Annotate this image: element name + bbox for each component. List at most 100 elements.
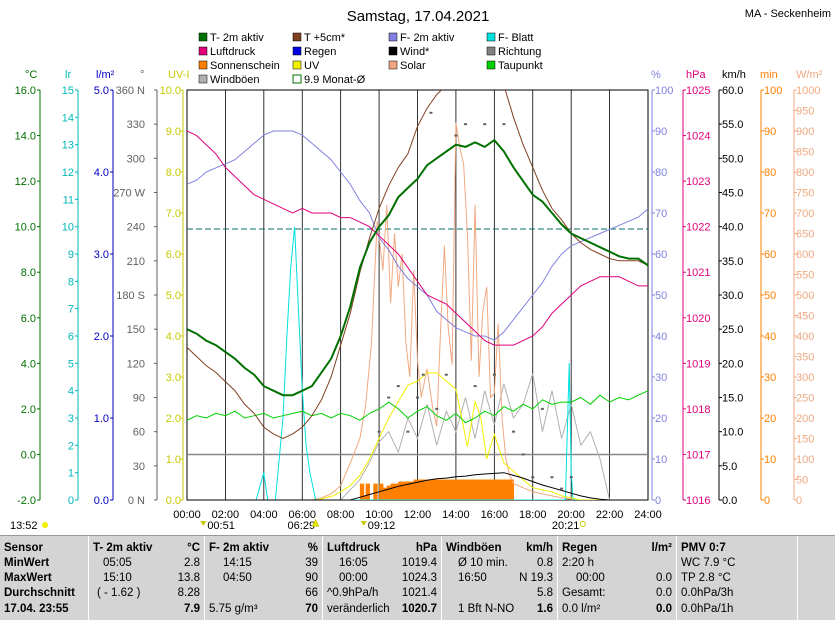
hum-tick-label: 40	[655, 331, 667, 343]
direction-point	[444, 373, 448, 376]
series-luftdruck	[187, 130, 648, 346]
direction-point	[540, 407, 544, 410]
direction-point	[560, 487, 564, 490]
sunshine-bar	[382, 487, 388, 500]
hum-tick-label: 10	[655, 454, 667, 466]
series-f-blatt	[187, 226, 648, 500]
wind-tick-label: 40.0	[722, 222, 743, 234]
hum-axis-unit: %	[651, 69, 661, 81]
press-tick-label: 1022	[686, 222, 710, 234]
solar-axis-unit: W/m²	[796, 69, 823, 81]
dir-tick-label: 360 N	[116, 85, 145, 97]
hum-tick-label: 90	[655, 126, 667, 138]
sunshine-bar	[405, 481, 411, 500]
sunshine-bar	[417, 479, 422, 500]
legend-swatch	[388, 60, 398, 70]
sunrise-icon	[311, 518, 320, 527]
wind-tick-label: 5.0	[722, 461, 737, 473]
rain-rate: 0.0 l/m²	[562, 603, 601, 615]
rain-current: 0.0	[656, 603, 672, 615]
f2m-abs: 5.75 g/m³	[209, 603, 258, 615]
col-press: Luftdruck hPa 16:05 1019.4 00:00 1024.3 ^0.…	[323, 536, 441, 620]
sunshine-bar	[421, 479, 426, 500]
wind-tick-label: 50.0	[722, 153, 743, 165]
min-tick-label: 80	[764, 167, 776, 179]
sunshine-bar	[498, 479, 503, 500]
dir-tick-label: 240	[127, 222, 145, 234]
solar-tick-label: 100	[796, 454, 814, 466]
wind-current: 1.6	[537, 603, 553, 615]
direction-point	[416, 396, 419, 399]
lr-tick-label: 5	[68, 358, 74, 370]
solar-tick-label: 250	[796, 393, 814, 405]
min-tick-label: 0	[764, 495, 770, 507]
legend-label: Luftdruck	[210, 46, 256, 58]
wind-max: N 19.3	[519, 572, 553, 584]
t2m-max: 13.8	[177, 572, 200, 584]
sunshine-bar	[475, 479, 480, 500]
dir-tick-label: 0 N	[128, 495, 145, 507]
hum-tick-label: 100	[655, 85, 673, 97]
label-max: MaxWert	[4, 572, 52, 584]
sunshine-bar	[455, 479, 461, 500]
min-axis-unit: min	[760, 69, 778, 81]
temp-axis-unit: °C	[25, 69, 37, 81]
x-tick-label: 16:00	[481, 509, 509, 521]
min-tick-label: 100	[764, 85, 782, 97]
direction-point	[421, 373, 425, 376]
direction-point	[512, 430, 516, 433]
solar-tick-label: 0	[796, 495, 802, 507]
press-max: 1024.3	[401, 572, 437, 584]
min-tick-label: 70	[764, 208, 776, 220]
sunshine-bar	[373, 483, 378, 500]
legend-label: Windböen	[210, 74, 260, 86]
x-tick-label: 04:00	[250, 509, 278, 521]
wind-tick-label: 30.0	[722, 290, 743, 302]
sunshine-bar	[390, 483, 395, 500]
rain-tick-label: 4.0	[94, 167, 109, 179]
wind-avg-label: Ø 10 min.	[458, 557, 508, 569]
wind-unit: km/h	[526, 542, 553, 554]
legend-swatch	[292, 46, 302, 56]
solar-tick-label: 850	[796, 147, 814, 159]
hum-tick-label: 80	[655, 167, 667, 179]
direction-point	[483, 123, 487, 126]
col-wind: Windböen km/h Ø 10 min. 0.8 16:50 N 19.3 5.…	[442, 536, 557, 620]
wind-tick-label: 35.0	[722, 256, 743, 268]
timestamp-left: 13:52	[10, 520, 38, 532]
legend-label: F- Blatt	[498, 32, 533, 44]
hum-tick-label: 70	[655, 208, 667, 220]
sunshine-bar	[478, 479, 484, 500]
rain-title: Regen	[562, 542, 598, 554]
wind-avg: 5.8	[537, 587, 553, 599]
sunset-icon	[579, 521, 586, 527]
lr-tick-label: 3	[68, 413, 74, 425]
f2m-unit: %	[307, 542, 318, 554]
f2m-current: 70	[305, 603, 318, 615]
lr-tick-label: 11	[63, 194, 74, 206]
sunshine-bar	[440, 479, 445, 500]
legend-label: Richtung	[498, 46, 541, 58]
dir-tick-label: 330	[127, 119, 145, 131]
direction-point	[473, 385, 477, 388]
sun-marker-icon	[42, 522, 48, 528]
sunshine-bar	[436, 479, 442, 500]
f2m-avg: 66	[305, 587, 318, 599]
col-rain: Regen l/m² 2:20 h 00:00 0.0 Gesamt: 0.0 0.0…	[558, 536, 676, 620]
uv-tick-label: 4.0	[166, 331, 181, 343]
lr-tick-label: 13	[62, 140, 74, 152]
press-trend: ^0.9hPa/h	[327, 587, 379, 599]
sunshine-bar	[402, 481, 407, 500]
direction-point	[531, 476, 535, 479]
sunshine-bar	[471, 479, 476, 500]
temp-tick-label: 6.0	[21, 313, 36, 325]
marker-2-icon	[360, 521, 367, 526]
t2m-delta: ( - 1.62 )	[97, 587, 141, 599]
press-tick-label: 1020	[686, 313, 710, 325]
series-layer	[187, 90, 648, 500]
f2m-min-time: 14:15	[223, 557, 252, 569]
x-tick-label: 02:00	[212, 509, 240, 521]
press-tick-label: 1024	[686, 131, 710, 143]
legend-swatch	[486, 32, 496, 42]
uv-tick-label: 7.0	[166, 208, 181, 220]
